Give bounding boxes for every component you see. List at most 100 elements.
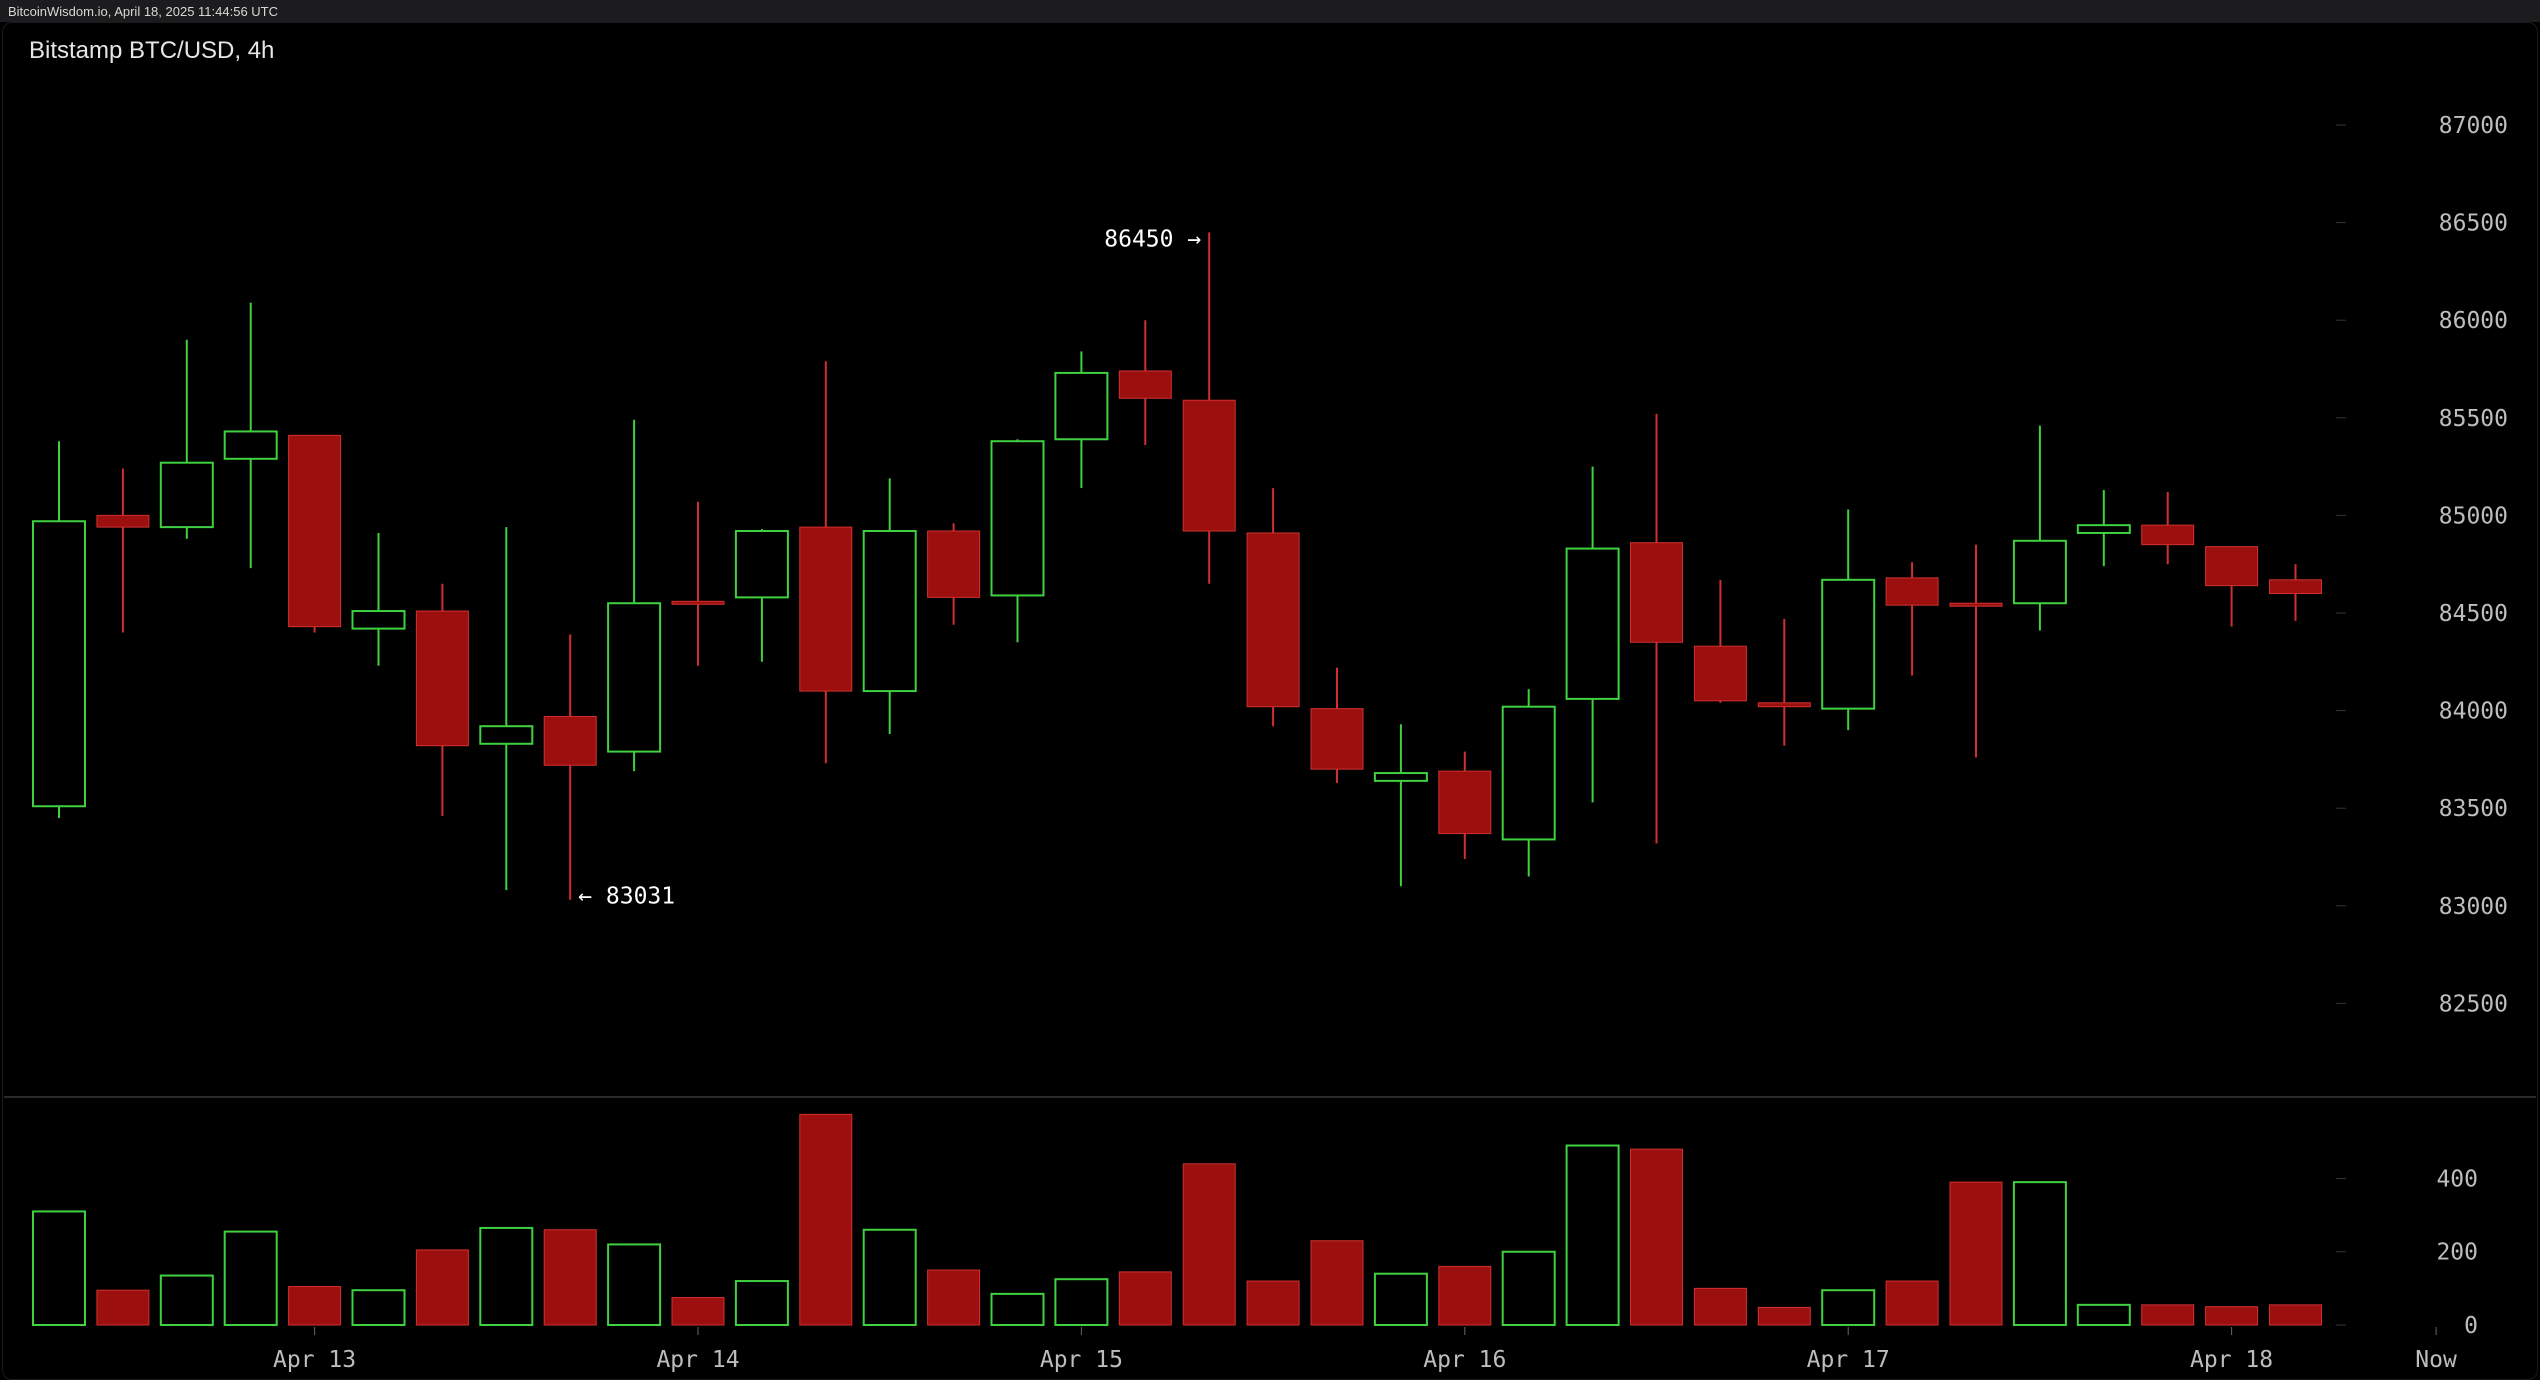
price-tick-label: 85000 xyxy=(2439,503,2508,529)
candle-body xyxy=(927,530,981,598)
candle-down xyxy=(671,501,725,666)
volume-bar-down xyxy=(1757,1306,1811,1326)
candle-body xyxy=(96,514,150,528)
x-tick-label: Apr 15 xyxy=(1040,1347,1123,1373)
volume-bar-up xyxy=(862,1228,917,1326)
price-tick-label: 82500 xyxy=(2439,991,2508,1017)
candle-up xyxy=(1565,466,1620,803)
candle-body xyxy=(607,602,662,753)
candle-down xyxy=(799,361,853,764)
annotation-layer: 86450 → ← 83031 xyxy=(578,226,1201,909)
candle-up xyxy=(159,339,214,539)
volume-bar-up xyxy=(1501,1250,1556,1326)
volume-bar-up xyxy=(607,1243,662,1326)
volume-bar-down xyxy=(1949,1181,2003,1326)
candle-up xyxy=(1373,724,1428,887)
volume-bar-down xyxy=(543,1229,597,1326)
candle-down xyxy=(1757,618,1811,746)
volume-bar-down xyxy=(415,1249,469,1326)
price-annotation: ← 83031 xyxy=(578,884,675,910)
candle-down xyxy=(415,583,469,817)
candle-body xyxy=(734,530,789,599)
price-tick-label: 84000 xyxy=(2439,699,2508,725)
volume-bar-down xyxy=(1182,1163,1236,1326)
price-tick-label: 83500 xyxy=(2439,796,2508,822)
candle-body xyxy=(671,600,725,605)
candle-down xyxy=(1885,562,1939,676)
volume-bar-up xyxy=(223,1230,278,1327)
candle-up xyxy=(607,419,662,772)
candle-up xyxy=(1821,509,1876,731)
volume-tick-label: 400 xyxy=(2436,1166,2478,1192)
price-tick-label: 85500 xyxy=(2439,406,2508,432)
candle-up xyxy=(1054,351,1109,489)
candle-body xyxy=(1949,602,2003,607)
axis-layer: 82500 83000 83500 84000 84500 85000 85500 86000… xyxy=(273,113,2508,1373)
volume-tick-label: 0 xyxy=(2464,1313,2478,1339)
top-bar: BitcoinWisdom.io, April 18, 2025 11:44:5… xyxy=(0,0,2540,22)
volume-bar-up xyxy=(159,1274,214,1327)
volume-bar-down xyxy=(2205,1306,2259,1326)
volume-bar-down xyxy=(1438,1265,1492,1326)
candle-body xyxy=(1310,708,1364,770)
candle-body xyxy=(990,440,1045,597)
candle-body xyxy=(288,434,342,628)
x-tick-label: Apr 17 xyxy=(1807,1347,1890,1373)
candle-body xyxy=(159,461,214,529)
candle-up xyxy=(351,532,406,666)
volume-bar-down xyxy=(2141,1304,2195,1326)
candle-down xyxy=(288,434,342,633)
x-tick-label: Apr 13 xyxy=(273,1347,356,1373)
volume-bar-down xyxy=(1693,1287,1747,1326)
volume-bar-up xyxy=(1373,1272,1428,1327)
candle-body xyxy=(1565,547,1620,700)
volume-bar-up xyxy=(2012,1181,2067,1326)
volume-bars xyxy=(32,1113,2322,1327)
candle-body xyxy=(2205,546,2259,587)
candle-up xyxy=(1501,689,1556,877)
candle-body xyxy=(1182,399,1236,532)
candle-body xyxy=(1438,770,1492,835)
candle-up xyxy=(2076,490,2131,567)
x-tick-label: Apr 14 xyxy=(656,1347,739,1373)
candle-body xyxy=(1118,370,1172,399)
candle-down xyxy=(1118,320,1172,446)
candle-body xyxy=(1885,577,1939,606)
price-annotation: 86450 → xyxy=(1104,226,1201,252)
candle-body xyxy=(862,530,917,693)
candle-down xyxy=(2269,564,2322,621)
volume-bar-up xyxy=(734,1280,789,1326)
candle-down xyxy=(1693,579,1747,703)
chart-title: Bitstamp BTC/USD, 4h xyxy=(29,37,275,64)
price-tick-label: 86000 xyxy=(2439,308,2508,334)
volume-bar-down xyxy=(96,1289,150,1326)
volume-bar-down xyxy=(1246,1280,1300,1326)
volume-bar-up xyxy=(351,1289,406,1327)
candle-down xyxy=(927,523,981,625)
price-tick-label: 83000 xyxy=(2439,894,2508,920)
volume-bar-up xyxy=(32,1210,86,1327)
candle-body xyxy=(32,520,86,808)
candle-down xyxy=(2141,491,2195,565)
candle-up xyxy=(32,441,86,818)
candle-down xyxy=(2205,546,2259,627)
candle-down xyxy=(1246,488,1300,727)
candle-body xyxy=(223,430,278,460)
volume-bar-up xyxy=(990,1292,1045,1327)
price-tick-label: 87000 xyxy=(2439,113,2508,139)
volume-bar-down xyxy=(1630,1148,1683,1326)
x-tick-label: Apr 18 xyxy=(2190,1347,2273,1373)
candle-down xyxy=(1182,232,1236,584)
candle-down xyxy=(1949,544,2003,758)
candle-body xyxy=(1693,645,1747,702)
candle-up xyxy=(223,302,278,569)
candle-body xyxy=(1630,542,1683,643)
candle-body xyxy=(479,725,534,745)
candle-down xyxy=(96,468,150,633)
candle-body xyxy=(2141,524,2195,546)
candle-body xyxy=(2012,539,2067,605)
volume-bar-up xyxy=(479,1226,534,1327)
price-tick-label: 84500 xyxy=(2439,601,2508,627)
volume-bar-down xyxy=(799,1113,853,1326)
candle-body xyxy=(1821,578,1876,710)
